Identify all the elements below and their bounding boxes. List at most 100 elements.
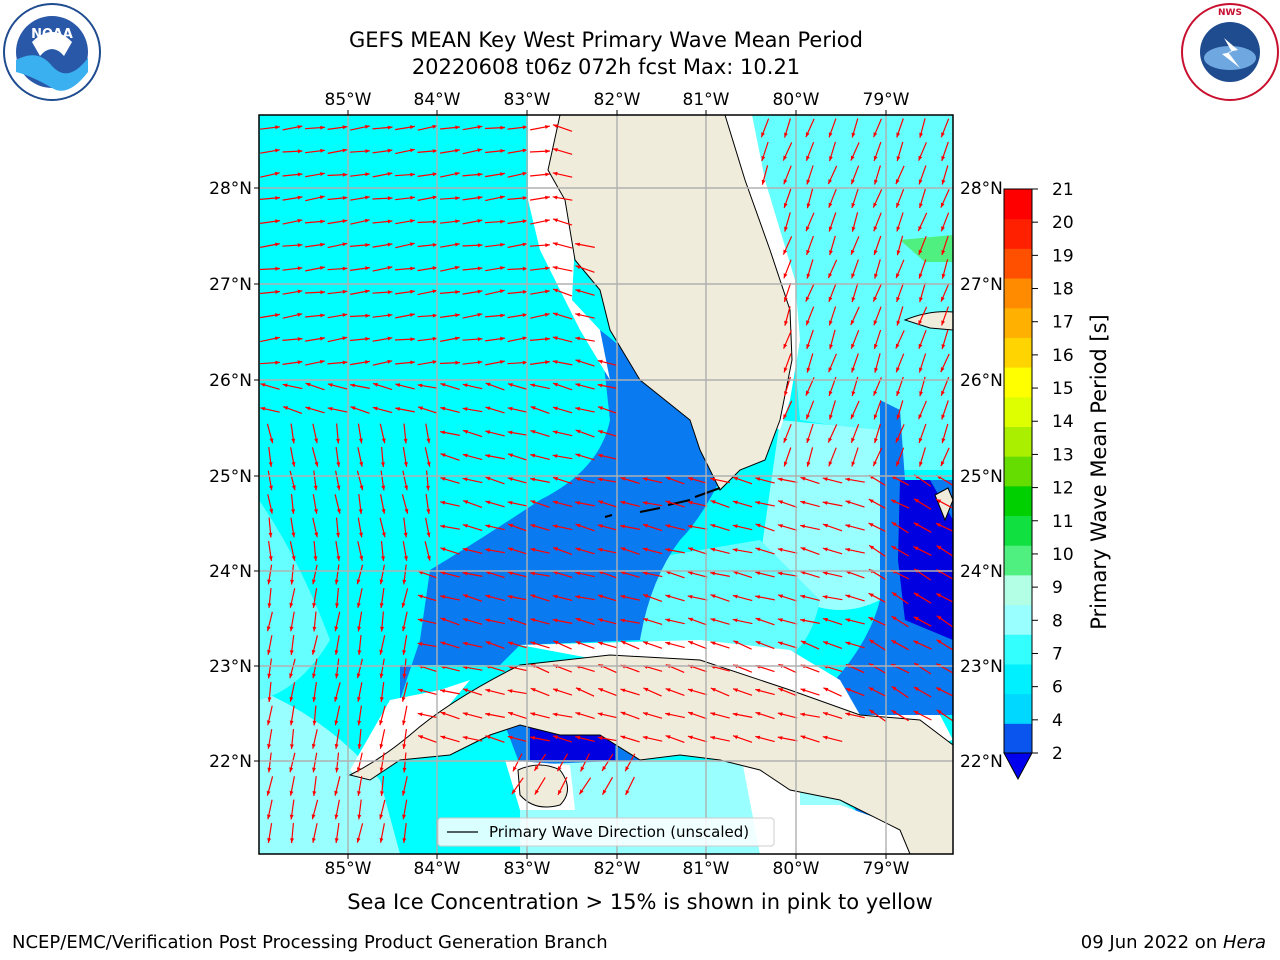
wave-arrow-head [918, 249, 923, 255]
wave-arrow-head [365, 243, 370, 247]
wave-arrow-head [918, 343, 923, 349]
wave-arrow-head [777, 571, 783, 576]
lon-label-top: 79°W [863, 90, 910, 110]
wave-arrow-head [896, 296, 900, 302]
ocean-dark-bahamas [898, 480, 953, 640]
wave-arrow-head [806, 320, 810, 326]
wave-arrow-head [597, 618, 603, 623]
wave-arrow-head [289, 696, 294, 702]
wave-arrow-head [851, 226, 856, 232]
wave-arrow-head [342, 125, 348, 130]
wave-arrow-head [850, 414, 855, 420]
wave-arrow-head [305, 382, 311, 387]
wave-arrow-head [620, 571, 626, 575]
wave-arrow-head [890, 499, 896, 504]
lon-label-bottom: 84°W [414, 859, 461, 879]
wave-arrow-head [291, 555, 296, 561]
wave-arrow-head [297, 243, 303, 248]
wave-arrow-head [342, 289, 348, 294]
wave-arrow-head [642, 712, 648, 716]
colorbar-swatch [1004, 693, 1032, 724]
wave-arrow-head [463, 430, 468, 434]
wave-arrow-head [507, 383, 513, 387]
wave-arrow-head [552, 195, 558, 200]
wave-arrow-head [267, 673, 272, 679]
wave-arrow-head [275, 290, 280, 294]
wave-arrow-head [873, 155, 878, 161]
wave-arrow-head [936, 499, 942, 504]
wave-arrow-head [575, 595, 580, 599]
wave-arrow-head [784, 132, 788, 138]
florida-keys [604, 487, 721, 518]
wave-arrow-head [575, 265, 581, 270]
wave-arrow-head [387, 196, 393, 201]
wave-arrow-head [327, 407, 333, 411]
wave-arrow-head [941, 390, 945, 396]
wave-arrow-head [485, 430, 491, 435]
wave-arrow-head [485, 641, 491, 645]
wave-arrow-head [895, 343, 900, 349]
wave-arrow-head [552, 571, 558, 575]
wave-arrow-head [455, 196, 460, 201]
wave-arrow-head [777, 736, 783, 740]
wave-arrow-head [485, 454, 491, 458]
wave-arrow-head [800, 547, 806, 551]
wave-arrow-head [936, 687, 941, 692]
wave-arrow-head [440, 477, 446, 481]
wave-arrow-head [620, 477, 626, 481]
wave-arrow-head [761, 132, 765, 138]
footer-date-text: 09 Jun 2022 on [1080, 932, 1223, 953]
footer-date: 09 Jun 2022 on Hera [1081, 932, 1266, 953]
wave-arrow-head [334, 744, 339, 749]
land-isle-youth [517, 764, 568, 808]
wave-arrow-head [918, 155, 923, 161]
wave-arrow-head [500, 336, 505, 341]
wave-arrow-head [733, 640, 739, 645]
wave-arrow-head [755, 595, 761, 599]
land-cuba [348, 654, 953, 854]
wave-arrow-head [387, 148, 393, 153]
lon-label-bottom: 81°W [683, 859, 730, 879]
wave-arrow-head [455, 242, 460, 247]
wave-arrow-head [334, 790, 339, 796]
wave-arrow-head [530, 688, 536, 692]
wave-arrow-head [417, 594, 423, 599]
wave-arrow-head [545, 195, 550, 200]
colorbar-swatch [1004, 189, 1032, 220]
wave-arrow-head [275, 148, 280, 153]
wave-arrow-head [620, 641, 626, 645]
wave-arrow-head [868, 593, 874, 598]
wave-arrow-head [432, 195, 438, 200]
land-florida [547, 115, 793, 491]
wave-arrow-head [312, 673, 316, 679]
wave-arrow-head [784, 320, 788, 326]
wave-arrow-head [477, 243, 483, 248]
wave-arrow-head [822, 571, 828, 576]
wave-arrow-head [919, 132, 923, 138]
wave-arrow-head [268, 462, 273, 467]
wave-arrow-head [387, 290, 393, 295]
wave-arrow-head [597, 453, 603, 458]
wave-arrow-head [530, 383, 536, 388]
wave-arrow-head [432, 313, 438, 318]
wave-arrow-head [552, 524, 558, 529]
wave-arrow-head [268, 556, 273, 561]
wave-arrow-head [891, 640, 897, 645]
wave-arrow-head [868, 617, 874, 621]
wave-arrow-head [941, 296, 945, 302]
wave-arrow-head [575, 641, 581, 645]
wave-arrow-head [896, 320, 901, 326]
wave-arrow-head [485, 571, 491, 575]
wave-arrow-head [291, 532, 296, 538]
wave-arrow-head [269, 438, 274, 444]
wave-arrow-head [710, 712, 716, 716]
wave-arrow-head [732, 524, 738, 529]
wave-arrow-head [440, 689, 446, 693]
wave-arrow-head [426, 532, 431, 538]
wave-arrow-head [941, 132, 945, 138]
colorbar-tick-label: 16 [1052, 346, 1074, 366]
wave-arrow-head [936, 709, 942, 715]
wave-arrow-head [266, 626, 271, 632]
wave-arrow-head [417, 688, 423, 693]
